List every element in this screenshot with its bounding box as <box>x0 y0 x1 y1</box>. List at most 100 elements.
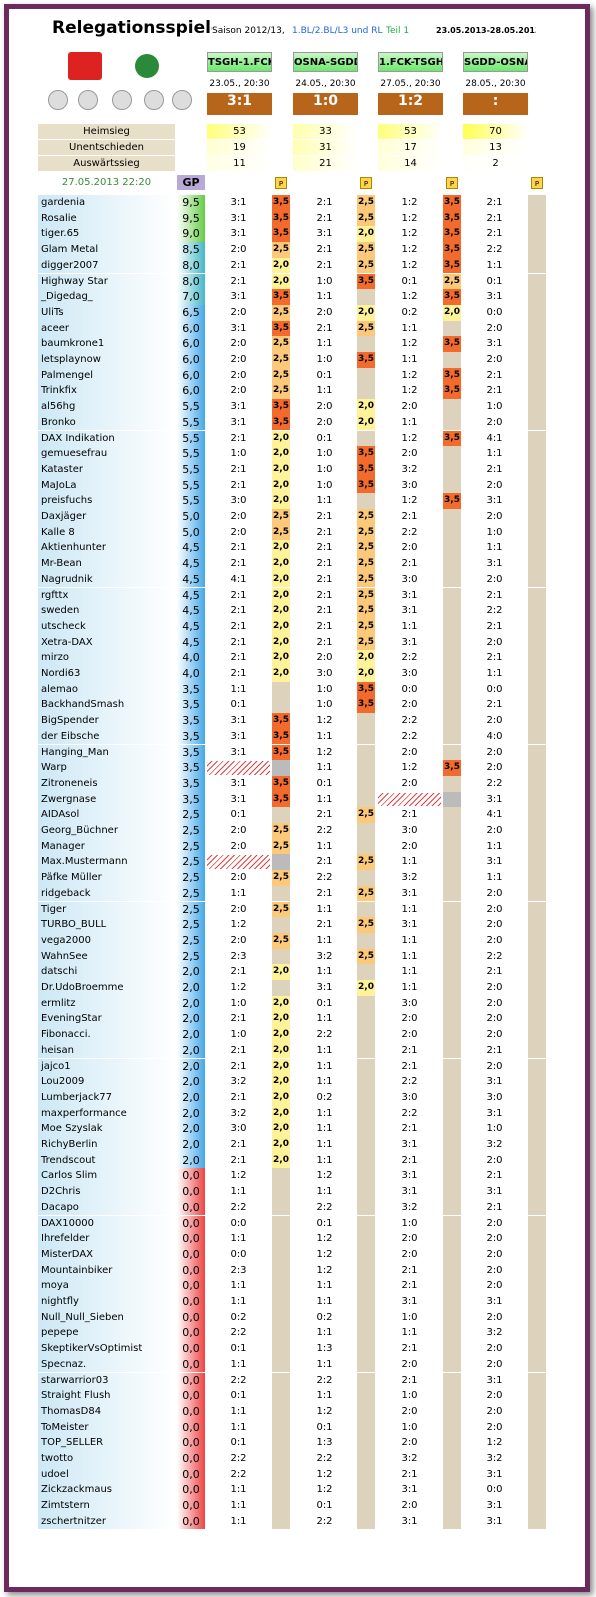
points-empty <box>443 917 461 933</box>
gp-value: 2,5 <box>177 901 205 918</box>
match-result: 1:2 <box>378 93 443 115</box>
gp-value: 4,5 <box>177 571 205 588</box>
points: 3,5 <box>443 383 461 400</box>
points-empty <box>272 697 290 714</box>
gp-value: 4,5 <box>177 603 205 619</box>
points-empty <box>528 1184 546 1200</box>
points-empty <box>272 1451 290 1467</box>
tip: 2:0 <box>401 542 418 554</box>
tip-missing <box>207 761 270 775</box>
tip: 1:1 <box>316 934 333 946</box>
tip: 2:1 <box>230 1091 247 1103</box>
player-name: baumkrone1 <box>38 336 175 352</box>
match-result: : <box>463 93 528 115</box>
tip: 1:2 <box>401 369 418 381</box>
points-empty <box>272 1498 290 1514</box>
tip: 2:0 <box>230 903 247 915</box>
points-empty <box>528 242 546 258</box>
tip: 3:1 <box>486 1186 503 1198</box>
gp-value: 9,5 <box>177 210 205 227</box>
tip: 2:1 <box>230 558 247 570</box>
points-empty <box>528 1309 546 1326</box>
tip: 2:0 <box>486 1029 503 1041</box>
tip: 2:2 <box>316 872 333 884</box>
points: 2,5 <box>272 823 290 839</box>
player-name: preisfuchs <box>38 493 175 509</box>
points: 2,0 <box>272 618 290 635</box>
points-empty <box>443 1184 461 1200</box>
tip: 3:1 <box>230 777 247 789</box>
tip: 1:1 <box>230 683 247 695</box>
stat-value: 31 <box>293 140 358 155</box>
tip: 3:1 <box>230 197 247 208</box>
tip: 1:1 <box>316 762 333 774</box>
tip: 1:2 <box>486 1437 503 1449</box>
points: 2,0 <box>272 1137 290 1153</box>
points-empty <box>272 1341 290 1357</box>
points: 3,5 <box>357 477 375 494</box>
gp-value: 0,0 <box>177 1246 205 1263</box>
points-empty <box>528 948 546 965</box>
points-empty <box>443 995 461 1012</box>
points-empty <box>528 932 546 949</box>
points-empty <box>528 807 546 823</box>
player-name: UliTs <box>38 304 175 321</box>
tip: 0:1 <box>230 1390 247 1402</box>
tip: 3:0 <box>401 997 418 1009</box>
points-empty <box>443 807 461 823</box>
points: 2,0 <box>272 1058 290 1075</box>
player-name: utscheck <box>38 618 175 635</box>
gp-value: 2,0 <box>177 1152 205 1169</box>
tip: 2:1 <box>230 605 247 617</box>
tip: 3:1 <box>401 919 418 931</box>
tip: 1:1 <box>316 1296 333 1307</box>
points-empty <box>528 1027 546 1043</box>
player-name: Dacapo <box>38 1199 175 1216</box>
tip: 0:2 <box>230 1311 247 1323</box>
points: 2,0 <box>272 556 290 572</box>
tip: 2:1 <box>316 197 333 208</box>
points-empty <box>528 587 546 604</box>
tip: 1:2 <box>401 212 418 224</box>
tip: 2:1 <box>316 573 333 585</box>
points: 2,5 <box>272 242 290 258</box>
points-empty <box>272 1466 290 1483</box>
gp-value: 2,0 <box>177 1074 205 1090</box>
player-name: gemuesefrau <box>38 446 175 462</box>
player-name: RichyBerlin <box>38 1137 175 1153</box>
match-teams: TSGH-1.FCK <box>207 52 272 72</box>
player-name: Lou2009 <box>38 1074 175 1090</box>
points-empty <box>357 1435 375 1451</box>
tip: 1:0 <box>316 463 333 475</box>
points-empty <box>443 854 461 871</box>
tip: 2:0 <box>230 840 247 852</box>
match-teams: SGDD-OSNA <box>463 52 528 72</box>
points-empty <box>357 964 375 980</box>
points: 2,0 <box>272 477 290 494</box>
points-empty <box>443 980 461 996</box>
points: 2,5 <box>357 854 375 871</box>
tip-missing <box>207 855 270 870</box>
gp-value: 5,0 <box>177 509 205 525</box>
points: 2,0 <box>357 666 375 682</box>
player-name: MaJoLa <box>38 477 175 494</box>
tip: 2:2 <box>316 1029 333 1041</box>
points-empty <box>357 1498 375 1514</box>
points: 2,0 <box>272 1042 290 1059</box>
points-empty <box>357 744 375 761</box>
stat-value: 33 <box>293 124 358 139</box>
player-name: Zimtstern <box>38 1498 175 1514</box>
tip: 2:1 <box>230 636 247 648</box>
tip: 2:0 <box>401 1358 418 1370</box>
tip: 1:1 <box>230 1515 247 1527</box>
tip: 2:1 <box>486 212 503 224</box>
points: 2,5 <box>272 870 290 886</box>
points-empty <box>443 1466 461 1483</box>
tip: 3:2 <box>230 1076 247 1088</box>
tip: 2:1 <box>230 479 247 491</box>
tip: 1:0 <box>316 448 333 460</box>
tip: 0:1 <box>316 369 333 381</box>
points: 2,5 <box>357 509 375 525</box>
points-empty <box>443 838 461 855</box>
points-empty <box>528 367 546 384</box>
